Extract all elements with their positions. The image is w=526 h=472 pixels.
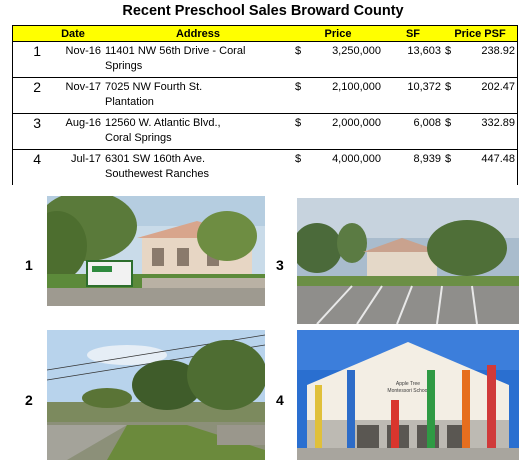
row-psf-currency: $ <box>443 41 461 78</box>
header-address: Address <box>103 25 293 42</box>
table-row: 2 Nov-17 7025 NW Fourth St. Plantation $ … <box>12 77 518 114</box>
row-price: 2,100,000 <box>311 77 383 114</box>
row-psf: 332.89 <box>461 113 518 150</box>
header-index <box>12 25 43 42</box>
row-address: 6301 SW 160th Ave. Southewest Ranches <box>105 153 209 180</box>
table-row: 3 Aug-16 12560 W. Atlantic Blvd., Coral S… <box>12 113 518 150</box>
preschool-parking-photo-3 <box>297 198 519 324</box>
row-psf-currency: $ <box>443 113 461 150</box>
photo-label-4: 4 <box>276 392 284 408</box>
svg-text:Montessori School: Montessori School <box>387 388 428 394</box>
row-address: 7025 NW Fourth St. Plantation <box>103 77 293 114</box>
montessori-school-photo-4: Apple Tree Montessori School <box>297 330 519 460</box>
row-sf: 6,008 <box>383 113 443 150</box>
row-psf: 202.47 <box>461 77 518 114</box>
row-price: 2,000,000 <box>311 113 383 150</box>
row-index: 2 <box>12 77 43 114</box>
row-price-currency: $ <box>293 41 311 78</box>
row-price: 4,000,000 <box>332 153 381 165</box>
table-row: 1 Nov-16 11401 NW 56th Drive - Coral Spri… <box>12 41 518 78</box>
row-index: 1 <box>12 41 43 78</box>
row-price-currency: $ <box>293 113 311 150</box>
row-date: Jul-17 <box>71 153 101 165</box>
row-psf-currency: $ <box>445 153 452 165</box>
row-date: Nov-16 <box>43 41 103 78</box>
photo-label-3: 3 <box>276 257 284 273</box>
header-price: Price <box>293 25 383 42</box>
row-price-currency: $ <box>293 77 311 114</box>
row-date: Aug-16 <box>43 113 103 150</box>
row-sf: 13,603 <box>383 41 443 78</box>
row-price: 3,250,000 <box>311 41 383 78</box>
header-sf: SF <box>383 25 443 42</box>
table-header-row: Date Address Price SF Price PSF <box>12 25 518 42</box>
street-view-photo-2 <box>47 330 265 460</box>
photo-label-1: 1 <box>25 257 33 273</box>
row-address: 11401 NW 56th Drive - Coral Springs <box>103 41 293 78</box>
sales-table: Date Address Price SF Price PSF 1 Nov-16… <box>12 25 518 185</box>
row-date: Nov-17 <box>43 77 103 114</box>
header-date: Date <box>43 25 103 42</box>
svg-text:Apple Tree: Apple Tree <box>396 381 420 387</box>
row-sf: 10,372 <box>383 77 443 114</box>
table-row: 4 Jul-17 6301 SW 160th Ave. Southewest Ra… <box>12 149 518 185</box>
row-address: 12560 W. Atlantic Blvd., Coral Springs <box>103 113 293 150</box>
row-index: 3 <box>12 113 43 150</box>
row-price-currency: $ <box>295 153 302 165</box>
header-psf: Price PSF <box>443 25 518 42</box>
row-psf-currency: $ <box>443 77 461 114</box>
row-psf: 447.48 <box>461 149 518 185</box>
page-title: Recent Preschool Sales Broward County <box>122 3 404 19</box>
preschool-building-photo-1 <box>47 196 265 306</box>
photo-label-2: 2 <box>25 392 33 408</box>
row-index: 4 <box>12 149 43 185</box>
row-psf: 238.92 <box>461 41 518 78</box>
row-sf: 8,939 <box>413 153 441 165</box>
